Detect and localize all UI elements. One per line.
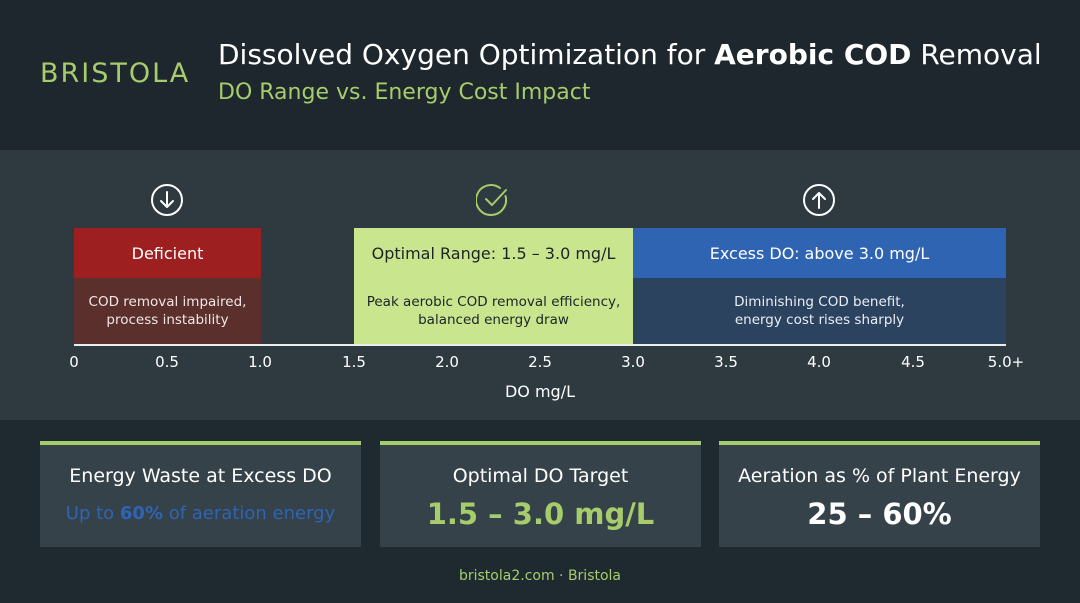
card-label: Aeration as % of Plant Energy bbox=[738, 465, 1021, 487]
card-value-bold: 60% bbox=[119, 503, 163, 524]
zone-deficient-description: COD removal impaired, process instability bbox=[74, 278, 261, 344]
zone-deficient-line1: COD removal impaired, bbox=[88, 294, 247, 310]
card-value: Up to 60% of aeration energy bbox=[40, 503, 361, 524]
axis-tick-label: 4.5 bbox=[901, 353, 925, 371]
axis-tick-label: 5.0+ bbox=[987, 353, 1025, 371]
card-label: Energy Waste at Excess DO bbox=[69, 465, 332, 487]
axis-tick-label: 0 bbox=[69, 353, 79, 371]
axis-tick-label: 1.5 bbox=[342, 353, 366, 371]
card-value-prefix: Up to bbox=[65, 503, 120, 524]
axis-title: DO mg/L bbox=[504, 382, 576, 401]
header: BRISTOLA Dissolved Oxygen Optimization f… bbox=[0, 0, 1080, 150]
aeration-share-card: Aeration as % of Plant Energy 25 – 60% bbox=[719, 441, 1040, 547]
zone-optimal-label: Optimal Range: 1.5 – 3.0 mg/L bbox=[354, 228, 633, 278]
card-label: Optimal DO Target bbox=[452, 465, 629, 487]
axis-tick-label: 0.5 bbox=[155, 353, 179, 371]
check-circle-icon bbox=[476, 183, 510, 217]
footer-credit: bristola2.com · Bristola bbox=[458, 568, 622, 584]
zone-excess-line2: energy cost rises sharply bbox=[734, 312, 905, 328]
zone-excess-line1: Diminishing COD benefit, bbox=[734, 294, 905, 310]
do-axis-line bbox=[74, 344, 1006, 346]
zone-excess-label: Excess DO: above 3.0 mg/L bbox=[633, 228, 1006, 278]
title-suffix: Removal bbox=[911, 38, 1042, 71]
zone-optimal-description: Peak aerobic COD removal efficiency, bala… bbox=[354, 278, 633, 344]
arrow-down-circle-icon bbox=[150, 183, 184, 217]
axis-tick-label: 2.0 bbox=[435, 353, 459, 371]
zone-excess-description: Diminishing COD benefit, energy cost rise… bbox=[633, 278, 1006, 344]
optimal-target-card: Optimal DO Target 1.5 – 3.0 mg/L bbox=[380, 441, 701, 547]
brand-logo: BRISTOLA bbox=[40, 58, 191, 89]
card-value: 25 – 60% bbox=[807, 497, 952, 531]
energy-waste-card: Energy Waste at Excess DO Up to 60% of a… bbox=[40, 441, 361, 547]
axis-tick-label: 3.5 bbox=[714, 353, 738, 371]
card-value: 1.5 – 3.0 mg/L bbox=[426, 497, 655, 531]
zone-deficient-label: Deficient bbox=[74, 228, 261, 278]
title-prefix: Dissolved Oxygen Optimization for bbox=[218, 38, 715, 71]
card-value-suffix: of aeration energy bbox=[162, 503, 336, 524]
axis-tick-label: 4.0 bbox=[807, 353, 831, 371]
axis-tick-label: 3.0 bbox=[621, 353, 645, 371]
title-bold: Aerobic COD bbox=[714, 38, 912, 71]
page-subtitle: DO Range vs. Energy Cost Impact bbox=[218, 80, 591, 105]
axis-tick-label: 2.5 bbox=[528, 353, 552, 371]
axis-tick-label: 1.0 bbox=[248, 353, 272, 371]
zone-deficient-line2: process instability bbox=[106, 312, 229, 328]
page-title: Dissolved Oxygen Optimization for Aerobi… bbox=[218, 38, 1042, 71]
arrow-up-circle-icon bbox=[802, 183, 836, 217]
zone-optimal-line1: Peak aerobic COD removal efficiency, bbox=[366, 294, 621, 310]
zone-optimal-line2: balanced energy draw bbox=[418, 312, 569, 328]
